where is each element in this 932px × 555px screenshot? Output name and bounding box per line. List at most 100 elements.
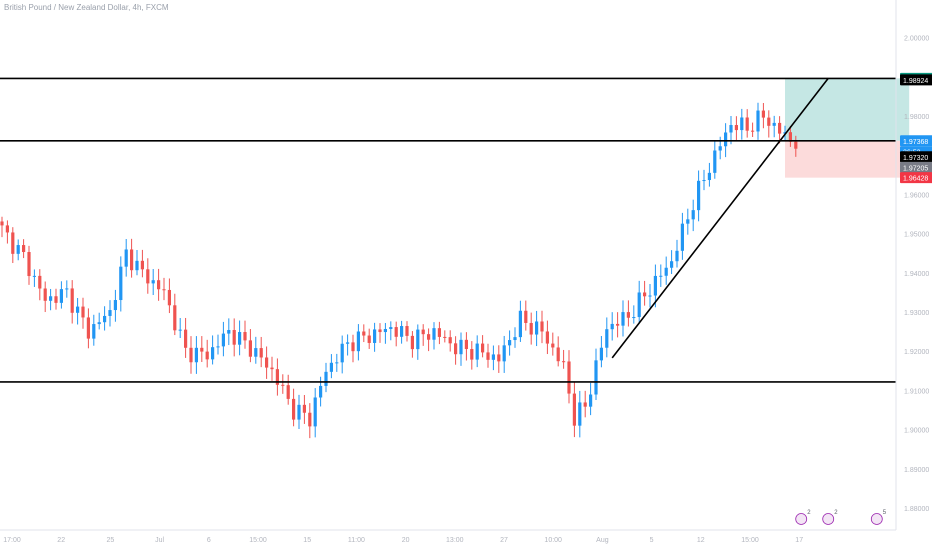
candle-body	[340, 343, 344, 363]
candle-body	[702, 180, 706, 182]
candle-body	[103, 315, 107, 323]
price-label-box	[900, 161, 932, 173]
candle-body	[400, 326, 404, 337]
price-label-box	[900, 172, 932, 184]
candle-body	[697, 180, 701, 211]
candle-body	[583, 402, 587, 407]
price-label-text: 1.96428	[903, 176, 928, 183]
candle-body	[92, 324, 96, 339]
candle-body	[659, 275, 663, 277]
x-tick-label: Jul	[155, 537, 164, 544]
candle-body	[27, 252, 31, 277]
candle-body	[243, 332, 247, 341]
candle-body	[254, 348, 258, 357]
candle-body	[756, 110, 760, 132]
target-zone	[785, 78, 910, 141]
candle-body	[772, 122, 776, 126]
x-tick-label: 13:00	[446, 537, 464, 544]
candle-body	[281, 384, 285, 386]
x-tick-label: 12	[697, 537, 705, 544]
y-tick-label: 1.89000	[904, 467, 929, 474]
candle-body	[724, 132, 728, 147]
candle-body	[670, 261, 674, 268]
candle-body	[297, 404, 301, 420]
candle-body	[713, 150, 717, 173]
candle-body	[238, 332, 242, 345]
price-labels: 1.989601.989241.9736836:531.973201.97205…	[900, 72, 932, 184]
candle-body	[664, 267, 668, 276]
y-tick-label: 1.93000	[904, 310, 929, 317]
calendar-event-count: 5	[883, 510, 887, 516]
candle-body	[373, 329, 377, 343]
candle-body	[286, 385, 290, 399]
candle-body	[292, 398, 296, 420]
candle-body	[119, 266, 123, 301]
candle-body	[383, 329, 387, 333]
candle-body	[794, 141, 798, 149]
candle-body	[216, 346, 220, 348]
candle-body	[162, 289, 166, 291]
candle-body	[524, 310, 528, 323]
candle-body	[194, 347, 198, 363]
candle-body	[200, 347, 204, 352]
price-label-box	[900, 135, 932, 147]
candle-body	[362, 331, 366, 336]
candle-body	[265, 357, 269, 368]
x-tick-label: 10:00	[544, 537, 562, 544]
x-tick-label: 20	[402, 537, 410, 544]
candle-body	[324, 371, 328, 386]
candle-body	[54, 296, 58, 303]
calendar-event-icon	[822, 513, 835, 525]
candle-body	[113, 300, 117, 311]
candle-body	[497, 354, 501, 362]
candle-body	[491, 354, 495, 360]
candle-body	[151, 280, 155, 284]
candle-body	[43, 288, 47, 301]
candle-body	[38, 275, 42, 289]
stop-zone	[785, 140, 910, 178]
candle-body	[270, 367, 274, 370]
candle-body	[788, 132, 792, 142]
candle-body	[356, 331, 360, 352]
x-axis-ticks: 17:00 22 25 Jul 6 15:00 15 11:00 20 13:00 27 10:00 A…	[3, 537, 803, 544]
candle-body	[124, 249, 128, 267]
y-tick-label: 1.91000	[904, 388, 929, 395]
x-tick-label: 15:00	[741, 537, 759, 544]
candle-body	[416, 329, 420, 350]
candle-body	[643, 292, 647, 297]
candle-body	[157, 280, 161, 290]
x-tick-label: Aug	[596, 537, 609, 544]
candle-body	[97, 322, 101, 325]
candle-body	[205, 351, 209, 360]
y-tick-label: 1.94000	[904, 271, 929, 278]
candle-body	[556, 347, 560, 362]
candle-body	[432, 328, 436, 340]
candle-body	[437, 328, 441, 337]
candle-body	[734, 125, 738, 131]
candle-body	[232, 330, 236, 345]
candle-body	[616, 323, 620, 326]
y-tick-label: 1.95000	[904, 232, 929, 239]
x-tick-label: 25	[107, 537, 115, 544]
candle-body	[135, 260, 139, 271]
candle-body	[783, 132, 787, 134]
candle-body	[275, 369, 279, 385]
candle-body	[589, 394, 593, 407]
calendar-event-icon	[870, 513, 883, 525]
candle-body	[562, 361, 566, 363]
candle-body	[319, 385, 323, 398]
candle-body	[551, 343, 555, 348]
candle-body	[81, 306, 85, 318]
candle-body	[189, 347, 193, 363]
candle-body	[691, 210, 695, 220]
candle-body	[16, 245, 20, 254]
y-tick-label: 1.96000	[904, 192, 929, 199]
price-label-box	[900, 74, 932, 86]
candle-body	[227, 330, 231, 334]
candle-body	[675, 250, 679, 262]
candle-body	[140, 260, 144, 270]
candle-body	[621, 312, 625, 326]
candle-body	[680, 223, 684, 251]
candle-body	[508, 340, 512, 346]
